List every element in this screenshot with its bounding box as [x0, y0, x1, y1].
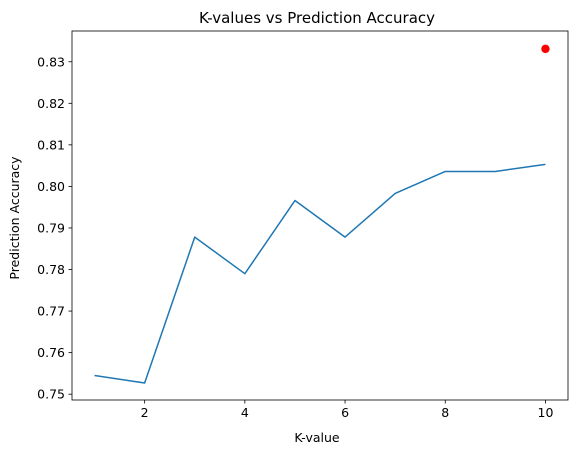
y-tick-label: 0.80 — [37, 179, 65, 194]
accuracy-line — [94, 163, 546, 384]
y-tick-label: 0.81 — [37, 137, 65, 152]
y-tick-label: 0.82 — [37, 96, 65, 111]
axis-ticks: 2 4 6 8 10 0.75 0.76 0.77 0.78 0.79 0.80 0.81 0.82 0.… — [37, 54, 553, 420]
y-tick-label: 0.78 — [37, 262, 65, 277]
y-axis-label: Prediction Accuracy — [7, 156, 22, 280]
x-axis-label: K-value — [294, 430, 340, 445]
plot-area — [72, 31, 568, 400]
x-tick-label: 10 — [538, 405, 554, 420]
plot-frame — [71, 30, 569, 401]
y-tick-label: 0.83 — [37, 54, 65, 69]
x-tick-label: 6 — [341, 405, 349, 420]
scatter-point — [541, 44, 550, 54]
x-tick-label: 2 — [141, 405, 149, 420]
y-tick-label: 0.76 — [37, 345, 65, 360]
y-tick-label: 0.75 — [37, 387, 65, 402]
y-tick-label: 0.77 — [37, 304, 65, 319]
x-tick-label: 4 — [241, 405, 249, 420]
y-tick-label: 0.79 — [37, 220, 65, 235]
x-tick-label: 8 — [441, 405, 449, 420]
data-layer — [94, 44, 550, 384]
chart-title: K-values vs Prediction Accuracy — [199, 9, 435, 27]
